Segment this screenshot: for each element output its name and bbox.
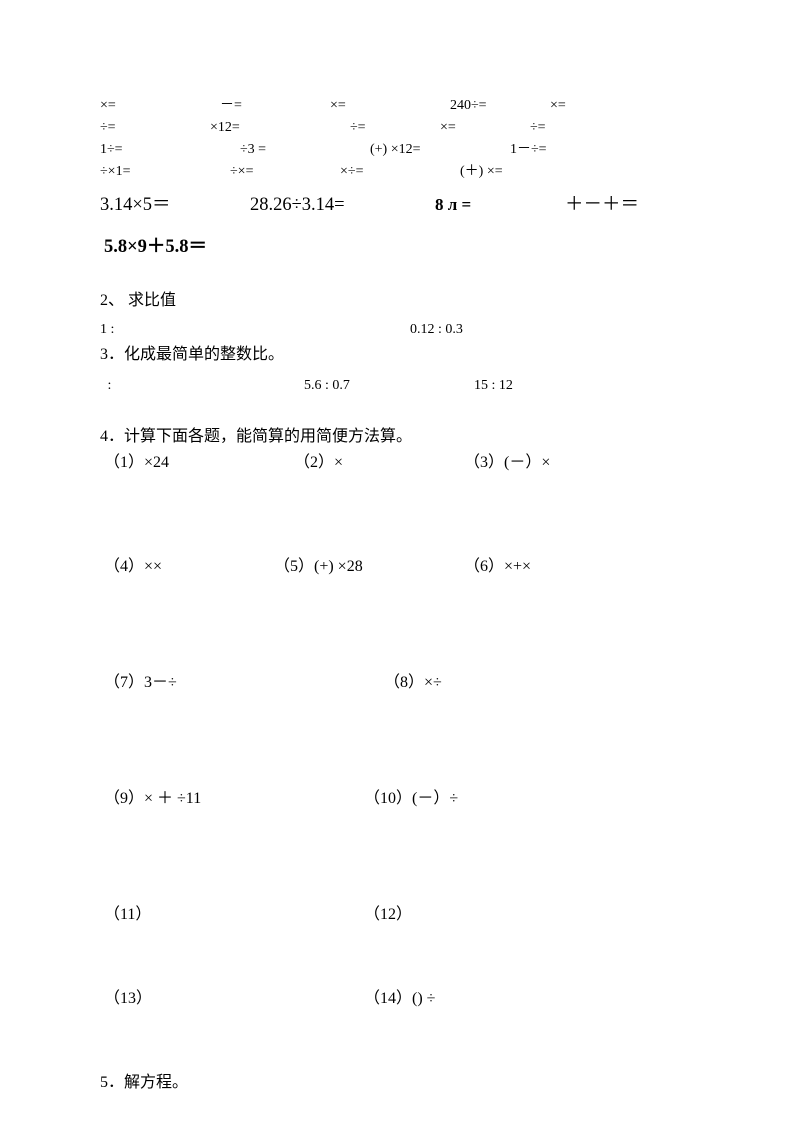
cell: （3）(－）× [464,451,550,475]
cell: ÷3 = [240,139,370,161]
cell: ÷×= [230,161,340,183]
cell: （11） [104,903,364,927]
arith-row-2: ÷= ×12= ÷= ×= ÷= [100,117,705,139]
cell: （6）×+× [464,555,531,579]
cell: ＋－＋＝ [565,191,695,219]
cell: ÷= [530,117,590,139]
q4-row-2: （4）×× （5）(+) ×28 （6）×+× [100,555,705,579]
q4-row-4: （9）× ＋ ÷11 （10）(－）÷ [100,787,705,811]
q2-line: 1 : 0.12 : 0.3 [100,319,705,341]
cell: －= [220,95,330,117]
q4-row-5: （11） （12） [100,903,705,927]
cell: ×12= [210,117,350,139]
cell: (+) ×12= [370,139,510,161]
q5-title: 5．解方程。 [100,1071,705,1095]
cell: （2）× [294,451,464,475]
cell: ÷×1= [100,161,230,183]
q4-title: 4．计算下面各题，能简算的用简便方法算。 [100,425,705,449]
cell: （7）3－÷ [104,671,384,695]
cell: （14）() ÷ [364,987,435,1011]
cell: ÷= [350,117,440,139]
cell: ÷= [100,117,210,139]
q3-title: 3．化成最简单的整数比。 [100,343,705,367]
cell: 5.8×9＋5.8＝ [104,233,207,261]
arith-row-3: 1÷= ÷3 = (+) ×12= 1－÷= [100,139,705,161]
cell: 0.12 : 0.3 [410,319,463,341]
cell: （13） [104,987,364,1011]
q3-line: : 5.6 : 0.7 15 : 12 [100,375,705,397]
q2-title: 2、 求比值 [100,289,705,313]
cell: 8 л = [435,191,565,219]
q4-row-6: （13） （14）() ÷ [100,987,705,1011]
cell: 1－÷= [510,139,610,161]
cell: （9）× ＋ ÷11 [104,787,364,811]
q4-row-1: （1）×24 （2）× （3）(－）× [100,451,705,475]
cell: 1÷= [100,139,240,161]
cell: 28.26÷3.14= [250,191,435,219]
cell: ×÷= [340,161,460,183]
cell: ×= [550,95,610,117]
cell: (＋) ×= [460,161,580,183]
q4-row-3: （7）3－÷ （8）×÷ [100,671,705,695]
cell: 1 : [100,319,410,341]
cell: （10）(－）÷ [364,787,458,811]
arith-row-1: ×= －= ×= 240÷= ×= [100,95,705,117]
cell: ×= [100,95,220,117]
cell: 3.14×5＝ [100,191,250,219]
cell: 5.6 : 0.7 [304,375,474,397]
cell: 15 : 12 [474,375,513,397]
arith-row-bold: 5.8×9＋5.8＝ [104,233,705,261]
cell: （5）(+) ×28 [274,555,464,579]
cell: （1）×24 [104,451,294,475]
cell: : [104,375,304,397]
cell: 240÷= [450,95,550,117]
page: ×= －= ×= 240÷= ×= ÷= ×12= ÷= ×= ÷= 1÷= ÷… [0,0,800,1132]
cell: （12） [364,903,412,927]
cell: ×= [330,95,450,117]
cell: （8）×÷ [384,671,442,695]
arith-row-big: 3.14×5＝ 28.26÷3.14= 8 л = ＋－＋＝ [100,191,705,219]
arith-row-4: ÷×1= ÷×= ×÷= (＋) ×= [100,161,705,183]
cell: ×= [440,117,530,139]
cell: （4）×× [104,555,274,579]
